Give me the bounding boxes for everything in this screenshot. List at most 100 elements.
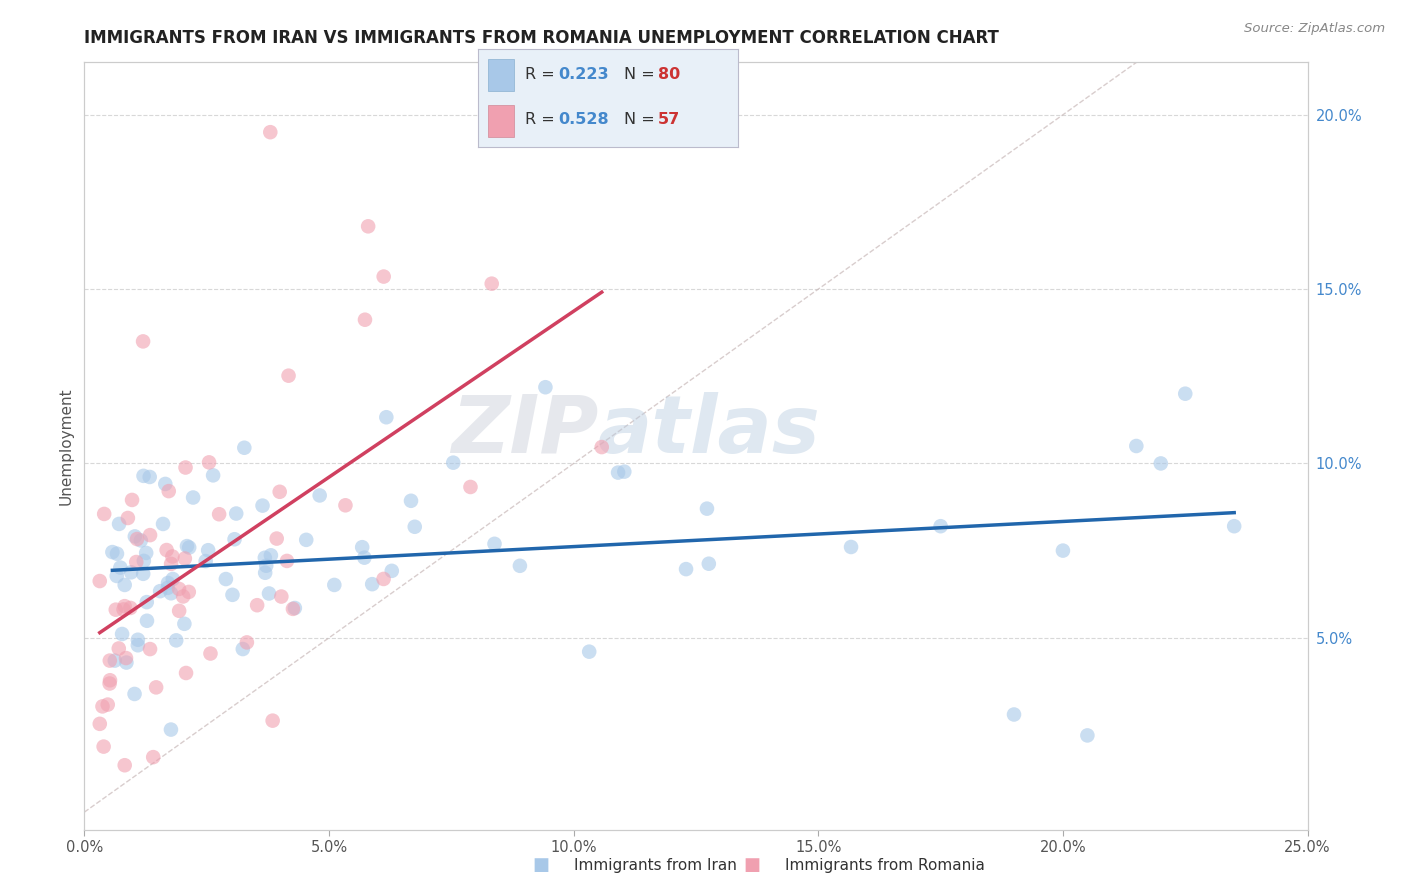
Point — [373, 269, 395, 284]
Point — [132, 554, 155, 568]
Text: IMMIGRANTS FROM IRAN VS IMMIGRANTS FROM ROMANIA UNEMPLOYMENT CORRELATION CHART: IMMIGRANTS FROM IRAN VS IMMIGRANTS FROM … — [84, 29, 1000, 47]
Text: Source: ZipAtlas.com: Source: ZipAtlas.com — [1244, 22, 1385, 36]
Point — [591, 440, 613, 454]
Point — [260, 549, 283, 563]
Point — [277, 368, 299, 383]
Point — [167, 604, 190, 618]
Point — [1052, 543, 1074, 558]
Point — [115, 651, 138, 665]
Point — [125, 555, 148, 569]
Point — [481, 277, 503, 291]
Point — [110, 560, 132, 574]
Point — [124, 529, 146, 543]
Point — [165, 633, 187, 648]
Point — [1150, 457, 1173, 471]
Text: R =: R = — [524, 67, 554, 82]
Point — [198, 455, 221, 469]
Point — [107, 641, 129, 656]
Point — [98, 654, 121, 668]
Point — [98, 673, 121, 688]
Point — [120, 566, 142, 580]
Text: Immigrants from Iran: Immigrants from Iran — [574, 858, 737, 872]
Point — [97, 698, 120, 712]
Point — [375, 410, 398, 425]
Point — [1223, 519, 1246, 533]
Point — [132, 334, 155, 349]
Point — [202, 468, 225, 483]
Point — [270, 590, 292, 604]
Point — [607, 466, 630, 480]
Point — [236, 635, 259, 649]
Point — [127, 632, 149, 647]
Text: N =: N = — [624, 67, 654, 82]
Point — [613, 465, 636, 479]
Point — [1002, 707, 1025, 722]
Point — [160, 586, 183, 600]
Point — [172, 590, 194, 604]
Point — [224, 533, 246, 547]
Point — [246, 598, 269, 612]
Point — [152, 516, 174, 531]
Point — [111, 627, 134, 641]
Text: 57: 57 — [658, 112, 679, 128]
Point — [357, 219, 380, 234]
Point — [101, 545, 124, 559]
Point — [105, 547, 128, 561]
Point — [1125, 439, 1147, 453]
Point — [174, 460, 197, 475]
Point — [136, 614, 159, 628]
Point — [254, 566, 277, 580]
Point — [174, 665, 197, 680]
Point — [120, 601, 142, 615]
Point — [534, 380, 557, 394]
Point — [139, 642, 162, 657]
Point — [578, 645, 600, 659]
Point — [266, 532, 288, 546]
Text: 0.223: 0.223 — [558, 67, 609, 82]
Point — [104, 654, 127, 668]
Point — [353, 550, 375, 565]
Point — [173, 616, 195, 631]
Point — [179, 541, 201, 555]
Bar — [488, 59, 515, 91]
Point — [89, 716, 111, 731]
Point — [129, 533, 152, 548]
Point — [135, 546, 157, 560]
Point — [132, 468, 155, 483]
Point — [221, 588, 243, 602]
Point — [139, 528, 162, 542]
Point — [135, 595, 157, 609]
Point — [194, 554, 217, 568]
Point — [138, 470, 160, 484]
Point — [132, 566, 155, 581]
Point — [373, 572, 395, 586]
Point — [156, 543, 179, 558]
Point — [381, 564, 404, 578]
Point — [323, 578, 346, 592]
Text: ZIP: ZIP — [451, 392, 598, 470]
Point — [441, 456, 464, 470]
Point — [160, 557, 183, 571]
Point — [308, 488, 330, 502]
Point — [91, 699, 114, 714]
Text: R =: R = — [524, 112, 554, 128]
Bar — [488, 105, 515, 137]
Point — [1076, 728, 1098, 742]
Point — [276, 554, 298, 568]
Point — [284, 601, 307, 615]
Point — [142, 750, 165, 764]
Point — [108, 516, 131, 531]
Point — [200, 647, 222, 661]
Point — [269, 484, 291, 499]
Point — [105, 569, 128, 583]
Point — [361, 577, 384, 591]
Point — [162, 572, 184, 586]
Point — [121, 492, 143, 507]
Point — [1174, 386, 1197, 401]
Point — [155, 477, 177, 491]
Point — [149, 584, 172, 599]
Text: 80: 80 — [658, 67, 679, 82]
Point — [156, 581, 179, 595]
Point — [176, 539, 198, 553]
Point — [257, 586, 280, 600]
